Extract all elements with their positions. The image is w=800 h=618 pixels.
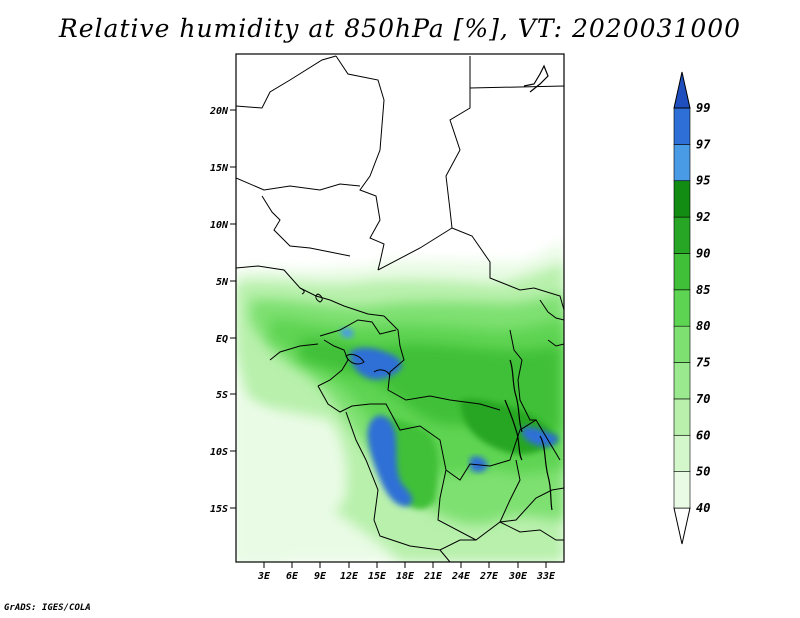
- colorbar-segment: [673, 362, 691, 400]
- lat-label-5n: 5N: [216, 277, 229, 288]
- map-frame: [235, 53, 565, 563]
- colorbar-label: 92: [696, 210, 710, 224]
- colorbar-segment: [673, 107, 691, 145]
- colorbar-lower-arrow: [673, 507, 691, 545]
- colorbar-segment: [673, 434, 691, 472]
- lat-label-5s: 5S: [216, 390, 228, 401]
- colorbar-segment: [673, 180, 691, 218]
- colorbar-segment: [673, 216, 691, 254]
- lon-label-12e: 12E: [340, 571, 359, 582]
- lat-label-10n: 10N: [210, 220, 229, 231]
- lon-label-6e: 6E: [286, 571, 299, 582]
- footer-credit: GrADS: IGES/COLA: [4, 603, 91, 613]
- map-title: Relative humidity at 850hPa [%], VT: 202…: [58, 14, 742, 43]
- lon-label-30e: 30E: [508, 571, 528, 582]
- colorbar-segment: [673, 325, 691, 363]
- colorbar-segment: [673, 289, 691, 327]
- lon-label-18e: 18E: [396, 571, 415, 582]
- lat-ticks: [230, 109, 236, 509]
- colorbar: 40 50 60 70 75 80 85 90 92 95 97 99: [673, 71, 711, 545]
- lat-label-15s: 15S: [210, 504, 228, 515]
- colorbar-label: 60: [696, 428, 710, 442]
- lat-label-15n: 15N: [210, 163, 229, 174]
- colorbar-upper-arrow: [673, 71, 691, 109]
- lon-label-33e: 33E: [536, 571, 556, 582]
- colorbar-label: 97: [696, 137, 711, 151]
- lon-label-24e: 24E: [451, 571, 471, 582]
- country-boundaries: [236, 55, 564, 562]
- colorbar-label: 40: [696, 501, 710, 515]
- colorbar-segment: [673, 398, 691, 436]
- colorbar-label: 70: [696, 392, 710, 406]
- colorbar-label: 90: [696, 246, 710, 260]
- lon-ticks: [263, 562, 547, 568]
- colorbar-segment: [673, 253, 691, 291]
- lon-label-3e: 3E: [257, 571, 271, 582]
- lat-label-10s: 10S: [210, 447, 228, 458]
- lon-label-9e: 9E: [314, 571, 327, 582]
- colorbar-label: 75: [696, 356, 710, 370]
- colorbar-label: 80: [696, 319, 710, 333]
- colorbar-label: 85: [696, 283, 710, 297]
- lon-label-21e: 21E: [423, 571, 443, 582]
- lat-label-20n: 20N: [209, 106, 229, 117]
- lon-label-27e: 27E: [479, 571, 499, 582]
- colorbar-label: 50: [696, 465, 710, 479]
- lat-label-eq: EQ: [216, 334, 228, 345]
- colorbar-segment: [673, 471, 691, 509]
- colorbar-label: 99: [696, 101, 710, 115]
- colorbar-label: 95: [696, 174, 710, 188]
- lon-label-15e: 15E: [368, 571, 387, 582]
- colorbar-segment: [673, 144, 691, 182]
- humidity-field: [236, 54, 564, 562]
